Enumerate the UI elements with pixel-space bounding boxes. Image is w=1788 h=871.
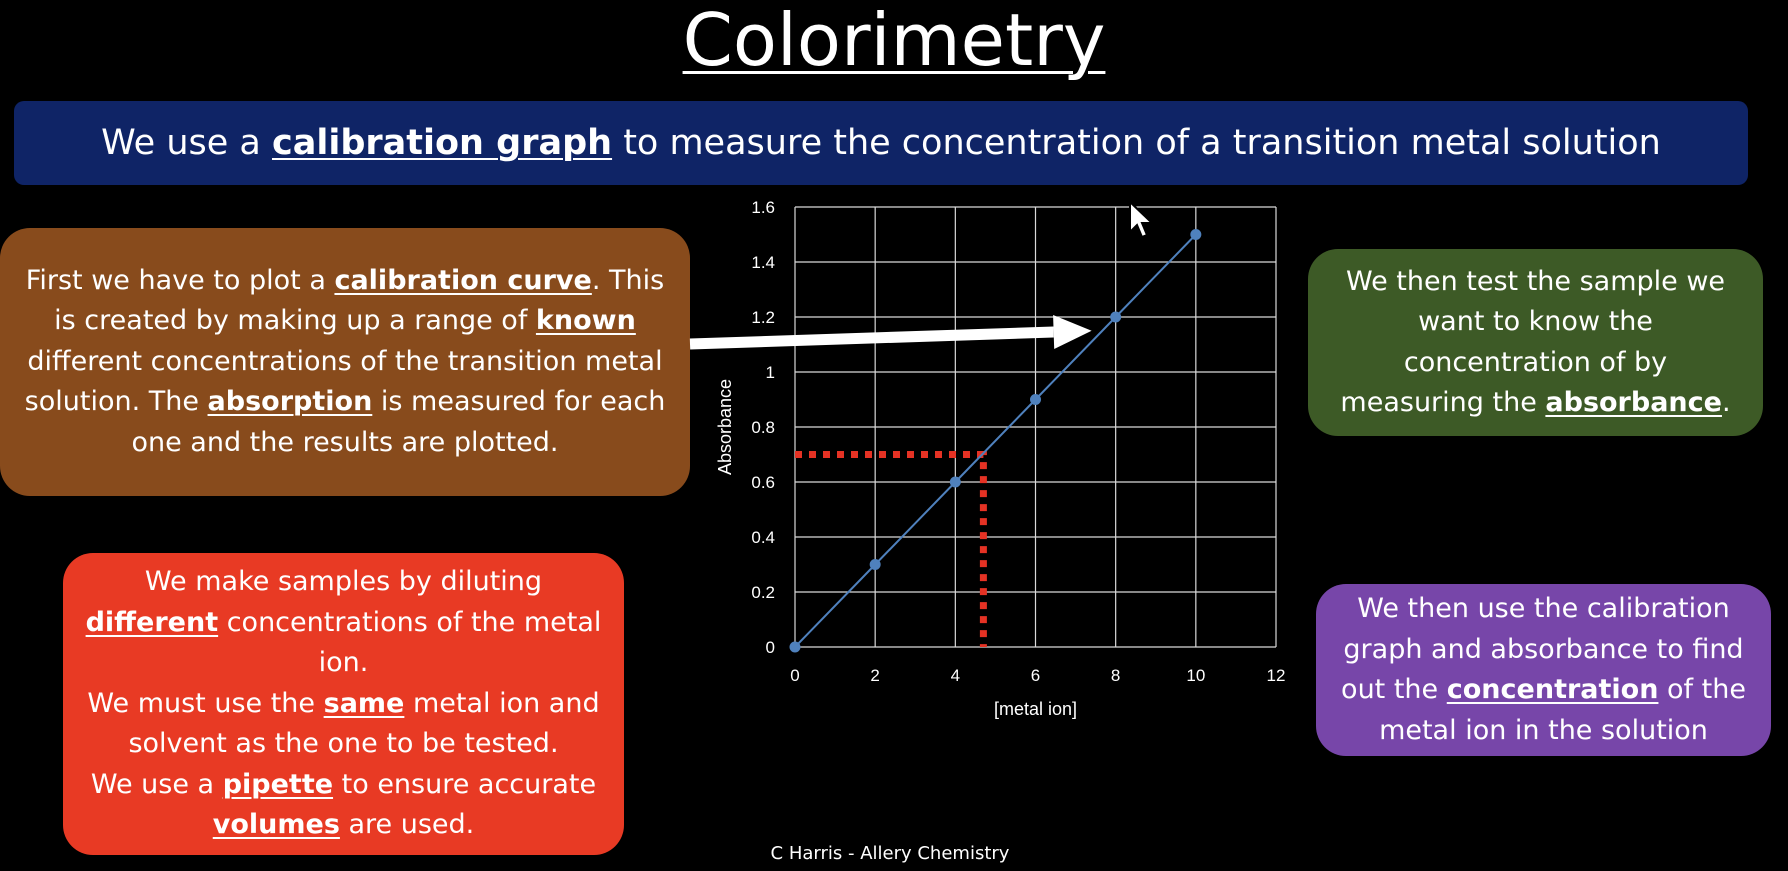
- text: We then use the calibration graph and ab…: [1341, 593, 1744, 705]
- data-point: [949, 476, 961, 488]
- text: of the metal ion in the solution: [1379, 674, 1746, 746]
- keyword-known: known: [535, 305, 636, 337]
- y-tick-label: 0.8: [751, 418, 775, 437]
- keyword-absorbance: absorbance: [1545, 387, 1722, 418]
- y-tick-label: 0.2: [751, 583, 775, 602]
- series-line: [794, 233, 1197, 648]
- keyword-absorption: absorption: [207, 386, 373, 418]
- x-axis-label: [metal ion]: [994, 699, 1077, 719]
- data-point: [869, 559, 881, 570]
- calibration-curve-box: First we have to plot a calibration curv…: [0, 228, 690, 496]
- x-tick-label: 4: [951, 666, 960, 685]
- text: is measured for each one and the results…: [131, 386, 666, 458]
- x-tick-label: 0: [790, 666, 799, 685]
- banner: We use a calibration graph to measure th…: [14, 101, 1748, 185]
- y-tick-label: 0: [766, 638, 775, 657]
- data-point: [789, 641, 801, 653]
- data-point: [1190, 229, 1202, 240]
- data-point: [1030, 394, 1041, 405]
- y-axis-label: Absorbance: [715, 379, 735, 475]
- x-tick-label: 6: [1031, 666, 1040, 685]
- x-tick-label: 10: [1186, 666, 1205, 685]
- y-tick-label: 1: [766, 363, 775, 382]
- page-title: Colorimetry: [682, 0, 1106, 82]
- y-tick-label: 0.6: [751, 473, 775, 492]
- text: metal ion and solvent as the one to be t…: [128, 687, 600, 760]
- text: We then test the sample we want to know …: [1340, 265, 1726, 419]
- text: First we have to plot a: [25, 264, 335, 296]
- text: are used.: [339, 809, 475, 841]
- find-concentration-box: We then use the calibration graph and ab…: [1316, 584, 1771, 756]
- keyword-concentration: concentration: [1446, 674, 1659, 705]
- y-tick-label: 0.4: [751, 528, 775, 547]
- y-tick-label: 1.4: [751, 253, 775, 272]
- mouse-cursor-icon: [1129, 200, 1155, 239]
- credit: C Harris - Allery Chemistry: [770, 843, 1010, 864]
- text: We use a: [90, 768, 223, 800]
- banner-term: calibration graph: [271, 123, 613, 163]
- calibration-chart: 0 2 4 6 8 10 12 0 0.2 0.4 0.6 0.8 1 1.2 1.4 1.6 [metal i…: [715, 198, 1286, 719]
- text: .: [1721, 387, 1731, 418]
- banner-suffix: to measure the concentration of a transi…: [612, 123, 1661, 163]
- x-tick-label: 12: [1267, 666, 1286, 685]
- data-point: [1110, 311, 1122, 323]
- text: concentrations of the metal ion.: [218, 606, 602, 679]
- samples-box: We make samples by diluting different co…: [63, 553, 624, 855]
- text: . This is created by making up a range o…: [54, 264, 665, 337]
- banner-prefix: We use a: [101, 123, 272, 163]
- text: different concentrations of the transiti…: [24, 345, 663, 418]
- text: to ensure accurate: [333, 768, 597, 800]
- keyword-different: different: [85, 606, 219, 638]
- keyword-pipette: pipette: [222, 768, 334, 800]
- x-tick-label: 2: [870, 666, 879, 685]
- keyword-same: same: [323, 687, 405, 719]
- text: We must use the: [87, 687, 324, 719]
- text: We make samples by diluting: [144, 566, 543, 598]
- y-tick-label: 1.6: [751, 198, 775, 217]
- keyword-volumes: volumes: [212, 809, 340, 841]
- test-sample-box: We then test the sample we want to know …: [1308, 249, 1763, 436]
- y-tick-label: 1.2: [751, 308, 775, 327]
- keyword-calibration-curve: calibration curve: [334, 264, 592, 296]
- x-tick-label: 8: [1111, 666, 1120, 685]
